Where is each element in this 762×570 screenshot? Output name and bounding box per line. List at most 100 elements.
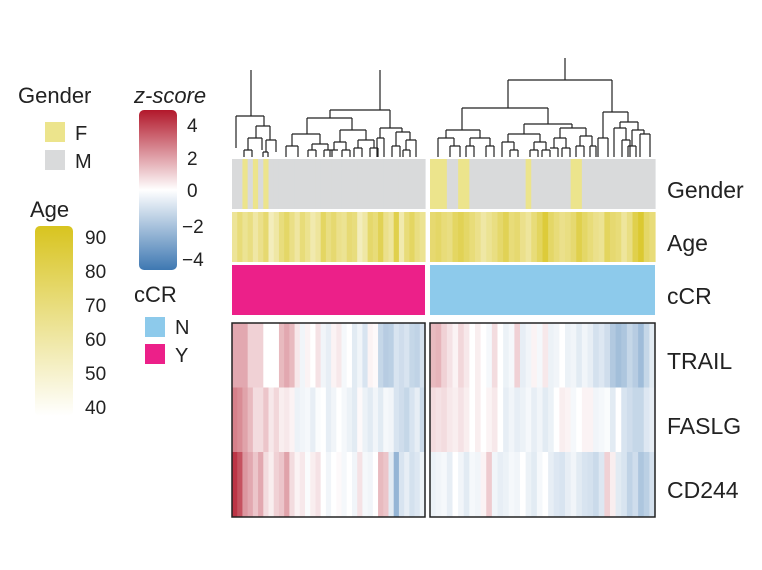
heatmap-cell-cd244 (531, 452, 538, 517)
heatmap-cell-cd244 (621, 452, 628, 517)
heatmap-cell-faslg (632, 387, 639, 452)
heatmap-cell-trail (435, 323, 442, 388)
heatmap-cell-trail (576, 323, 583, 388)
heatmap-cell-cd244 (570, 452, 577, 517)
heatmap-cell-faslg (263, 387, 270, 452)
age-annotation-cell (497, 212, 504, 262)
heatmap-cell-trail (419, 323, 426, 388)
heatmap-cell-faslg (452, 387, 459, 452)
heatmap-cell-cd244 (351, 452, 358, 517)
heatmap-cell-faslg (310, 387, 317, 452)
gender-annotation-cell (268, 159, 275, 209)
heatmap-cell-cd244 (491, 452, 499, 517)
heatmap-cell-cd244 (508, 452, 515, 517)
heatmap-cell-cd244 (372, 452, 379, 517)
age-annotation-cell (263, 212, 270, 262)
heatmap-cell-faslg (491, 387, 499, 452)
heatmap-cell-cd244 (325, 452, 332, 517)
heatmap-cell-trail (610, 323, 617, 388)
heatmap-cell-cd244 (398, 452, 405, 517)
ccr-legend-label-n: N (175, 317, 189, 339)
heatmap-cell-trail (593, 323, 600, 388)
heatmap-cell-cd244 (430, 452, 437, 517)
gender-annotation-cell (643, 159, 650, 209)
gender-annotation-cell (242, 159, 249, 209)
gender-legend-title: Gender (18, 83, 91, 108)
gender-annotation-cell (553, 159, 560, 209)
dendrogram-left (235, 70, 417, 157)
age-annotation-cell (310, 212, 317, 262)
age-annotation-cell (531, 212, 538, 262)
age-annotation-cell (491, 212, 499, 262)
gender-annotation-cell (570, 159, 577, 209)
age-annotation-cell (520, 212, 527, 262)
ccr-annotation-cell (232, 265, 425, 315)
heatmap-cell-trail (531, 323, 538, 388)
age-annotation-cell (372, 212, 379, 262)
heatmap-cell-trail (346, 323, 353, 388)
heatmap-cell-cd244 (565, 452, 572, 517)
age-annotation-cell (419, 212, 426, 262)
heatmap-cell-cd244 (258, 452, 264, 517)
heatmap-cell-cd244 (475, 452, 482, 517)
zscore-tick: 0 (187, 181, 198, 202)
heatmap-cell-trail (325, 323, 332, 388)
gender-annotation-cell (315, 159, 322, 209)
gender-annotation-cell (475, 159, 482, 209)
heatmap-cell-faslg (503, 387, 510, 452)
heatmap-cell-trail (649, 323, 656, 388)
heatmap-cell-cd244 (378, 452, 384, 517)
heatmap-cell-cd244 (520, 452, 527, 517)
heatmap-cell-faslg (497, 387, 504, 452)
heatmap-cell-faslg (587, 387, 594, 452)
heatmap-cell-trail (469, 323, 476, 388)
age-legend: Age 90 80 70 60 50 40 (30, 197, 106, 419)
age-annotation-cell (615, 212, 622, 262)
gender-annotation-cell (435, 159, 442, 209)
zscore-legend: z-score 4 2 0 −2 −4 (133, 83, 206, 271)
age-annotation-cell (469, 212, 476, 262)
age-annotation-cell (542, 212, 549, 262)
age-annotation-cell (458, 212, 465, 262)
heatmap-cell-cd244 (388, 452, 395, 517)
gender-annotation-cell (409, 159, 416, 209)
zscore-tick: 4 (187, 116, 198, 137)
gender-annotation-cell (263, 159, 270, 209)
age-annotation-cell (638, 212, 645, 262)
heatmap-cell-trail (581, 323, 589, 388)
age-annotation-cell (315, 212, 322, 262)
age-annotation-cell (430, 212, 437, 262)
age-annotation-cell (305, 212, 311, 262)
heatmap-cell-trail (514, 323, 521, 388)
heatmap-cell-trail (284, 323, 290, 388)
age-annotation-cell (486, 212, 493, 262)
heatmap-cell-faslg (626, 387, 634, 452)
age-annotation-cell (252, 212, 259, 262)
age-tick: 80 (85, 262, 106, 283)
heatmap-cell-cd244 (463, 452, 470, 517)
heatmap-cell-faslg (621, 387, 628, 452)
heatmap-cell-cd244 (252, 452, 259, 517)
gender-annotation-cell (565, 159, 572, 209)
heatmap-cell-trail (320, 323, 327, 388)
gender-legend-label-f: F (75, 123, 87, 145)
heatmap-cell-cd244 (310, 452, 317, 517)
heatmap-cell-cd244 (497, 452, 504, 517)
heatmap-border-left (231, 322, 426, 518)
gender-annotation-cell (320, 159, 327, 209)
heatmap-cell-cd244 (284, 452, 290, 517)
age-annotation-cell (463, 212, 470, 262)
heatmap-cell-cd244 (336, 452, 343, 517)
age-annotation-cell (414, 212, 421, 262)
age-tick: 70 (85, 296, 106, 317)
zscore-colorbar (139, 110, 177, 270)
age-annotation-cell (284, 212, 290, 262)
heatmap-cell-cd244 (638, 452, 645, 517)
heatmap-cell-faslg (404, 387, 410, 452)
gender-annotation-cell (351, 159, 358, 209)
heatmap-cell-cd244 (414, 452, 421, 517)
age-annotation-cell (367, 212, 374, 262)
heatmap-cell-trail (237, 323, 244, 388)
age-colorbar (35, 226, 73, 416)
heatmap-cell-trail (351, 323, 358, 388)
